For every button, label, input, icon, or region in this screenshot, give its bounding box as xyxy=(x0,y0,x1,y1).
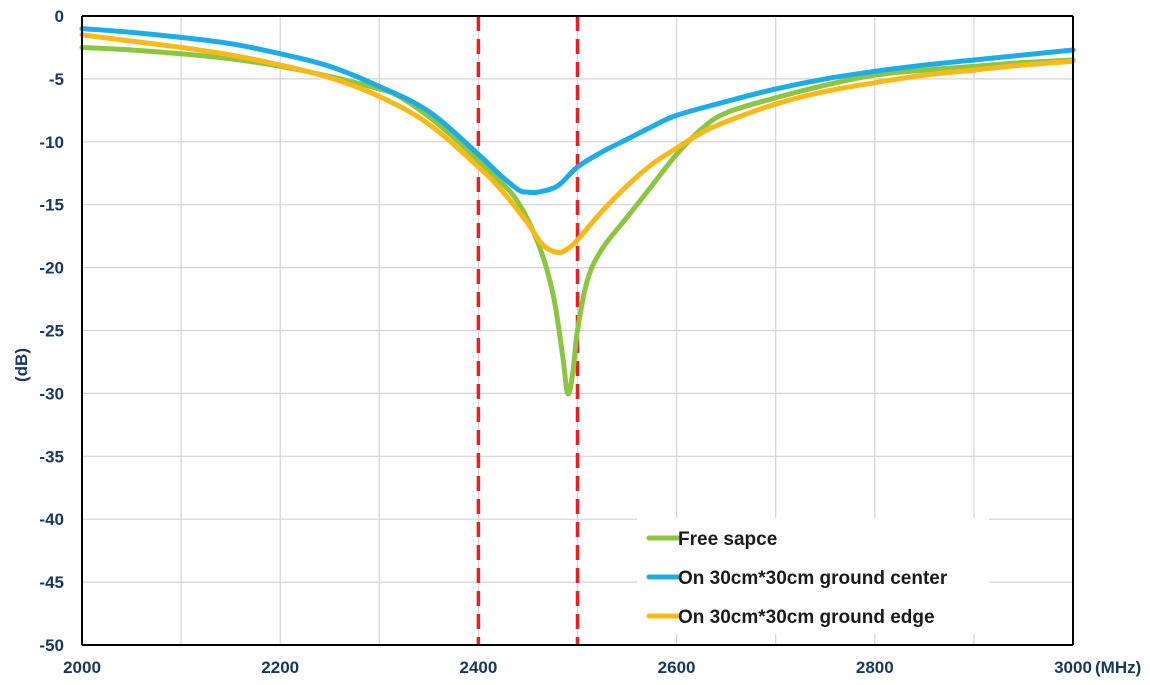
x-tick-label: 2800 xyxy=(856,658,894,677)
y-axis-label: (dB) xyxy=(12,348,31,382)
y-tick-label: -25 xyxy=(39,322,64,341)
legend-box xyxy=(637,518,989,634)
y-tick-label: -45 xyxy=(39,573,64,592)
y-tick-label: -5 xyxy=(49,70,64,89)
x-tick-label: 2400 xyxy=(459,658,497,677)
y-tick-label: 0 xyxy=(55,7,64,26)
reference-lines xyxy=(476,16,580,645)
y-tick-label: -35 xyxy=(39,447,64,466)
legend-label-0: Free sapce xyxy=(678,529,777,550)
y-tick-label: -10 xyxy=(39,133,64,152)
legend-label-2: On 30cm*30cm ground edge xyxy=(678,607,935,628)
y-tick-label: -20 xyxy=(39,259,64,278)
y-tick-label: -30 xyxy=(39,384,64,403)
series-line-1 xyxy=(79,26,1076,196)
tick-labels: 2000 2200 2400 2600 2800 3000 0 -5 -10 -15 -20 -25 -… xyxy=(39,7,1091,677)
axes xyxy=(81,15,1074,646)
series-line-0 xyxy=(79,44,1076,397)
series-lines xyxy=(79,26,1076,397)
y-tick-label: -50 xyxy=(39,636,64,655)
y-tick-label: -15 xyxy=(39,196,64,215)
x-tick-label: 3000 xyxy=(1054,658,1092,677)
x-tick-label: 2600 xyxy=(658,658,696,677)
x-tick-label: 2000 xyxy=(63,658,101,677)
x-axis-label: (MHz) xyxy=(1095,658,1141,677)
series-line-2 xyxy=(79,32,1076,256)
x-tick-label: 2200 xyxy=(261,658,299,677)
legend: Free sapce On 30cm*30cm ground center On 3… xyxy=(637,518,989,634)
legend-label-1: On 30cm*30cm ground center xyxy=(678,568,948,589)
y-tick-label: -40 xyxy=(39,510,64,529)
